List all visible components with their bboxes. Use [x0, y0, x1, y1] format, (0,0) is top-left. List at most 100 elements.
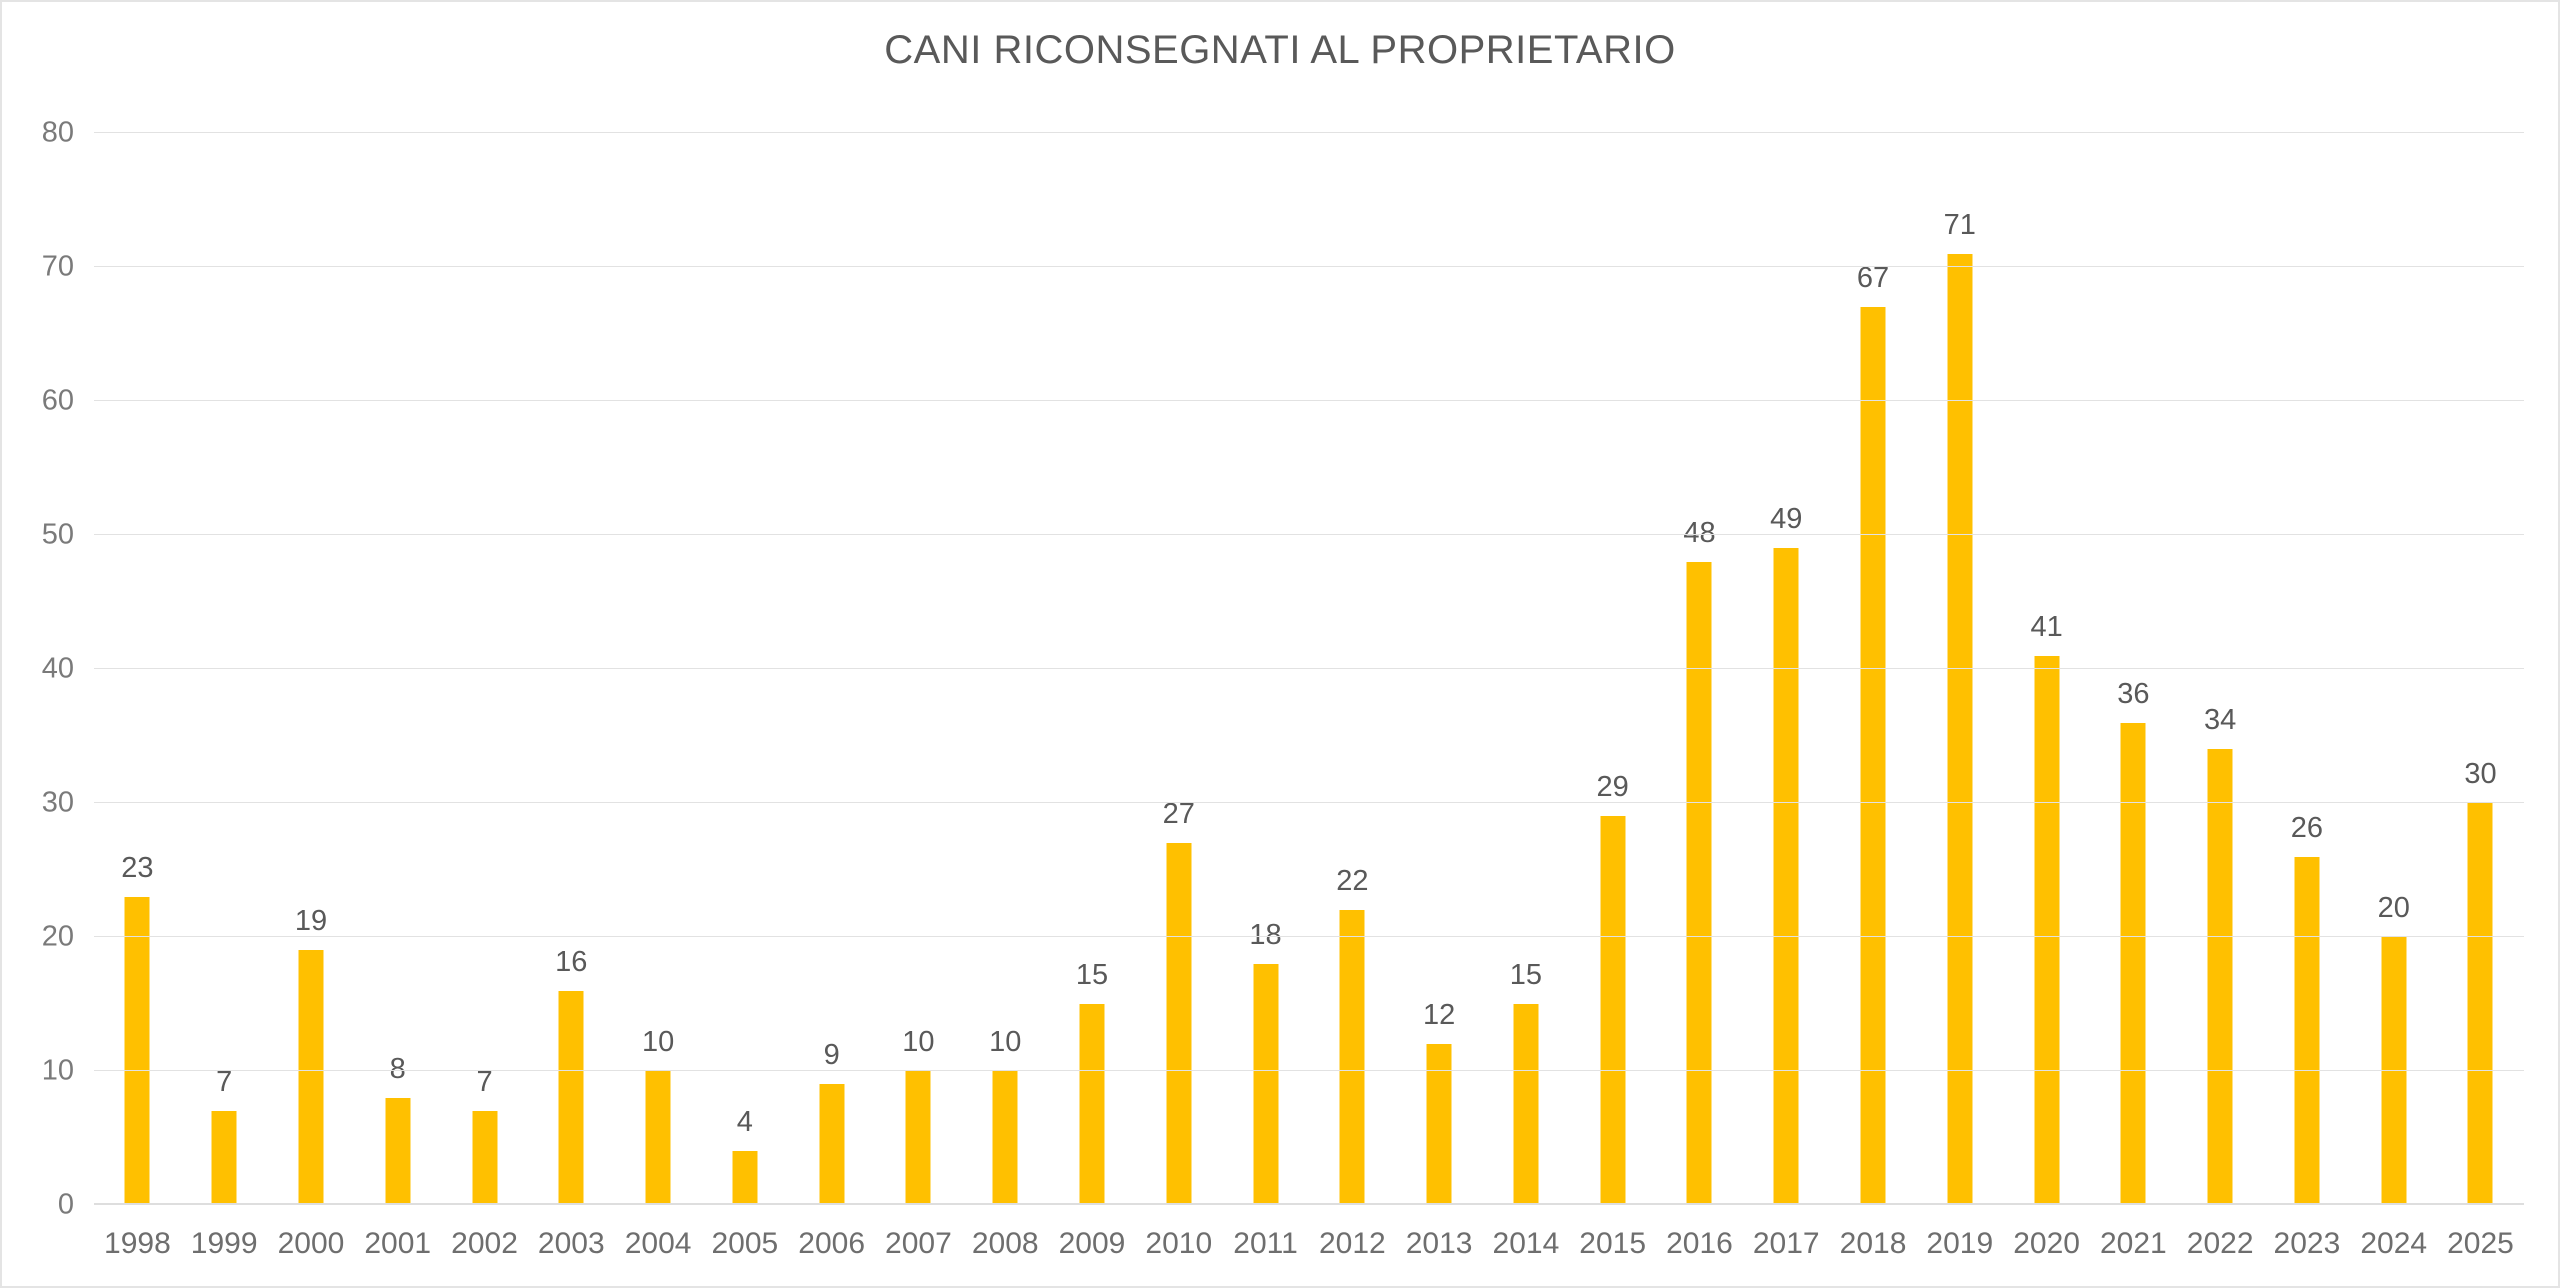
x-axis-label-2007: 2007 [885, 1227, 952, 1260]
bar-value-label-2017: 49 [1770, 503, 1803, 536]
x-axis-label-2022: 2022 [2186, 1227, 2254, 1260]
bar-slot-2019: 71 2019 [1916, 133, 2003, 1258]
bar-2024 [2381, 937, 2407, 1205]
plot-area: 23 1998 7 1999 19 2000 8 2001 7 2002 16 2003 10 2004 4… [94, 132, 2524, 1259]
x-axis-label-2012: 2012 [1318, 1227, 1386, 1260]
y-axis-tick-label: 40 [41, 652, 74, 685]
y-axis-tick-label: 0 [57, 1188, 74, 1221]
bar-value-label-2013: 12 [1422, 999, 1456, 1032]
bar-slot-2001: 8 2001 [354, 133, 441, 1258]
bar-2023 [2294, 856, 2320, 1205]
bar-2010 [1166, 843, 1192, 1205]
bar-value-label-2011: 18 [1249, 918, 1282, 951]
bar-slot-1998: 23 1998 [94, 133, 181, 1258]
x-axis-label-1999: 1999 [190, 1227, 258, 1260]
x-axis-label-2015: 2015 [1579, 1227, 1647, 1260]
bar-slot-2009: 15 2009 [1049, 133, 1136, 1259]
x-axis-label-2014: 2014 [1492, 1227, 1560, 1260]
bar-value-label-2016: 48 [1683, 516, 1716, 549]
y-axis-tick-label: 10 [41, 1054, 74, 1087]
y-axis-tick-label: 20 [41, 920, 74, 953]
x-axis-label-2000: 2000 [277, 1227, 345, 1260]
gridline-y-30 [94, 802, 2524, 803]
bar-2009 [1079, 1004, 1105, 1205]
x-axis-label-2016: 2016 [1666, 1227, 1733, 1260]
x-axis-label-1998: 1998 [104, 1227, 171, 1260]
bar-value-label-1999: 7 [216, 1066, 233, 1099]
bar-slot-2024: 20 2024 [2350, 133, 2437, 1259]
y-axis-tick-label: 60 [41, 384, 74, 417]
bar-slot-2016: 48 2016 [1656, 133, 1743, 1258]
bar-2008 [992, 1071, 1018, 1205]
bar-2011 [1253, 963, 1279, 1205]
x-axis-label-2023: 2023 [2273, 1227, 2341, 1260]
bar-value-label-2021: 36 [2117, 677, 2150, 710]
bar-slot-2003: 16 2003 [528, 133, 615, 1258]
bar-value-label-2002: 7 [476, 1066, 493, 1099]
gridline-y-70 [94, 266, 2524, 267]
x-axis-label-2006: 2006 [798, 1227, 866, 1260]
bar-slot-2010: 27 2010 [1135, 133, 1222, 1259]
gridline-y-60 [94, 400, 2524, 401]
bar-slot-2017: 49 2017 [1743, 133, 1830, 1259]
bar-slot-2006: 9 2006 [788, 133, 875, 1259]
bar-2007 [905, 1071, 931, 1205]
x-axis-label-2019: 2019 [1926, 1227, 1994, 1260]
x-axis-label-2017: 2017 [1752, 1227, 1820, 1260]
bar-value-label-2005: 4 [736, 1106, 753, 1139]
bar-slot-2018: 67 2018 [1830, 133, 1917, 1259]
bar-value-label-2019: 71 [1943, 208, 1976, 241]
bar-2003 [558, 990, 584, 1205]
bar-slot-2005: 4 2005 [701, 133, 788, 1259]
bar-2014 [1513, 1004, 1539, 1205]
bar-slot-2020: 41 2020 [2003, 133, 2090, 1258]
y-axis-tick-label: 50 [41, 518, 74, 551]
gridline-y-10 [94, 1070, 2524, 1071]
bar-slot-2008: 10 2008 [962, 133, 1049, 1259]
x-axis-label-2011: 2011 [1233, 1227, 1298, 1260]
bar-value-label-2012: 22 [1336, 865, 1369, 898]
bar-value-label-2023: 26 [2290, 811, 2324, 844]
x-axis-label-2005: 2005 [711, 1227, 779, 1260]
bar-value-label-2025: 30 [2464, 758, 2497, 790]
y-axis: 0 10 20 30 40 50 60 70 80 [2, 118, 74, 1219]
x-axis-label-2021: 2021 [2099, 1227, 2167, 1260]
bar-1999 [211, 1111, 237, 1205]
bar-value-label-2001: 8 [389, 1052, 406, 1085]
bar-value-label-2003: 16 [555, 945, 588, 978]
x-axis-label-2003: 2003 [537, 1227, 605, 1260]
bar-2016 [1686, 561, 1712, 1205]
y-axis-tick-label: 70 [41, 250, 74, 283]
x-axis-label-2020: 2020 [2013, 1227, 2080, 1260]
x-axis-label-2001: 2001 [364, 1227, 432, 1260]
x-axis-label-2004: 2004 [624, 1227, 692, 1260]
bar-slot-2004: 10 2004 [615, 133, 702, 1259]
bar-slot-2022: 34 2022 [2177, 133, 2264, 1259]
gridline-y-50 [94, 534, 2524, 535]
bar-2022 [2207, 749, 2233, 1205]
bars-row: 23 1998 7 1999 19 2000 8 2001 7 2002 16 2003 10 2004 4… [94, 133, 2524, 1259]
bar-slot-2021: 36 2021 [2090, 133, 2177, 1258]
y-axis-tick-label: 30 [41, 786, 74, 819]
chart-title: CANI RICONSEGNATI AL PROPRIETARIO [884, 28, 1676, 72]
bar-slot-2013: 12 2013 [1396, 133, 1483, 1259]
bar-2006 [819, 1084, 845, 1205]
bar-slot-2007: 10 2007 [875, 133, 962, 1259]
x-axis-label-2018: 2018 [1839, 1227, 1907, 1260]
bar-value-label-2022: 34 [2204, 704, 2237, 737]
bar-value-label-2007: 10 [902, 1026, 935, 1058]
bar-slot-2014: 15 2014 [1483, 133, 1570, 1259]
gridline-y-0 [94, 1203, 2524, 1205]
bar-slot-1999: 7 1999 [181, 133, 268, 1259]
bar-value-label-2024: 20 [2377, 892, 2410, 924]
x-axis-label-2025: 2025 [2447, 1227, 2514, 1260]
bar-2000 [298, 950, 324, 1205]
gridline-y-40 [94, 668, 2524, 669]
bar-2012 [1339, 910, 1365, 1205]
bar-2005 [732, 1151, 758, 1205]
bar-2019 [1947, 253, 1973, 1205]
bar-2001 [385, 1097, 411, 1205]
x-axis-label-2008: 2008 [971, 1227, 1039, 1260]
bar-slot-2025: 30 2025 [2437, 133, 2524, 1259]
x-axis-label-2013: 2013 [1405, 1227, 1473, 1260]
